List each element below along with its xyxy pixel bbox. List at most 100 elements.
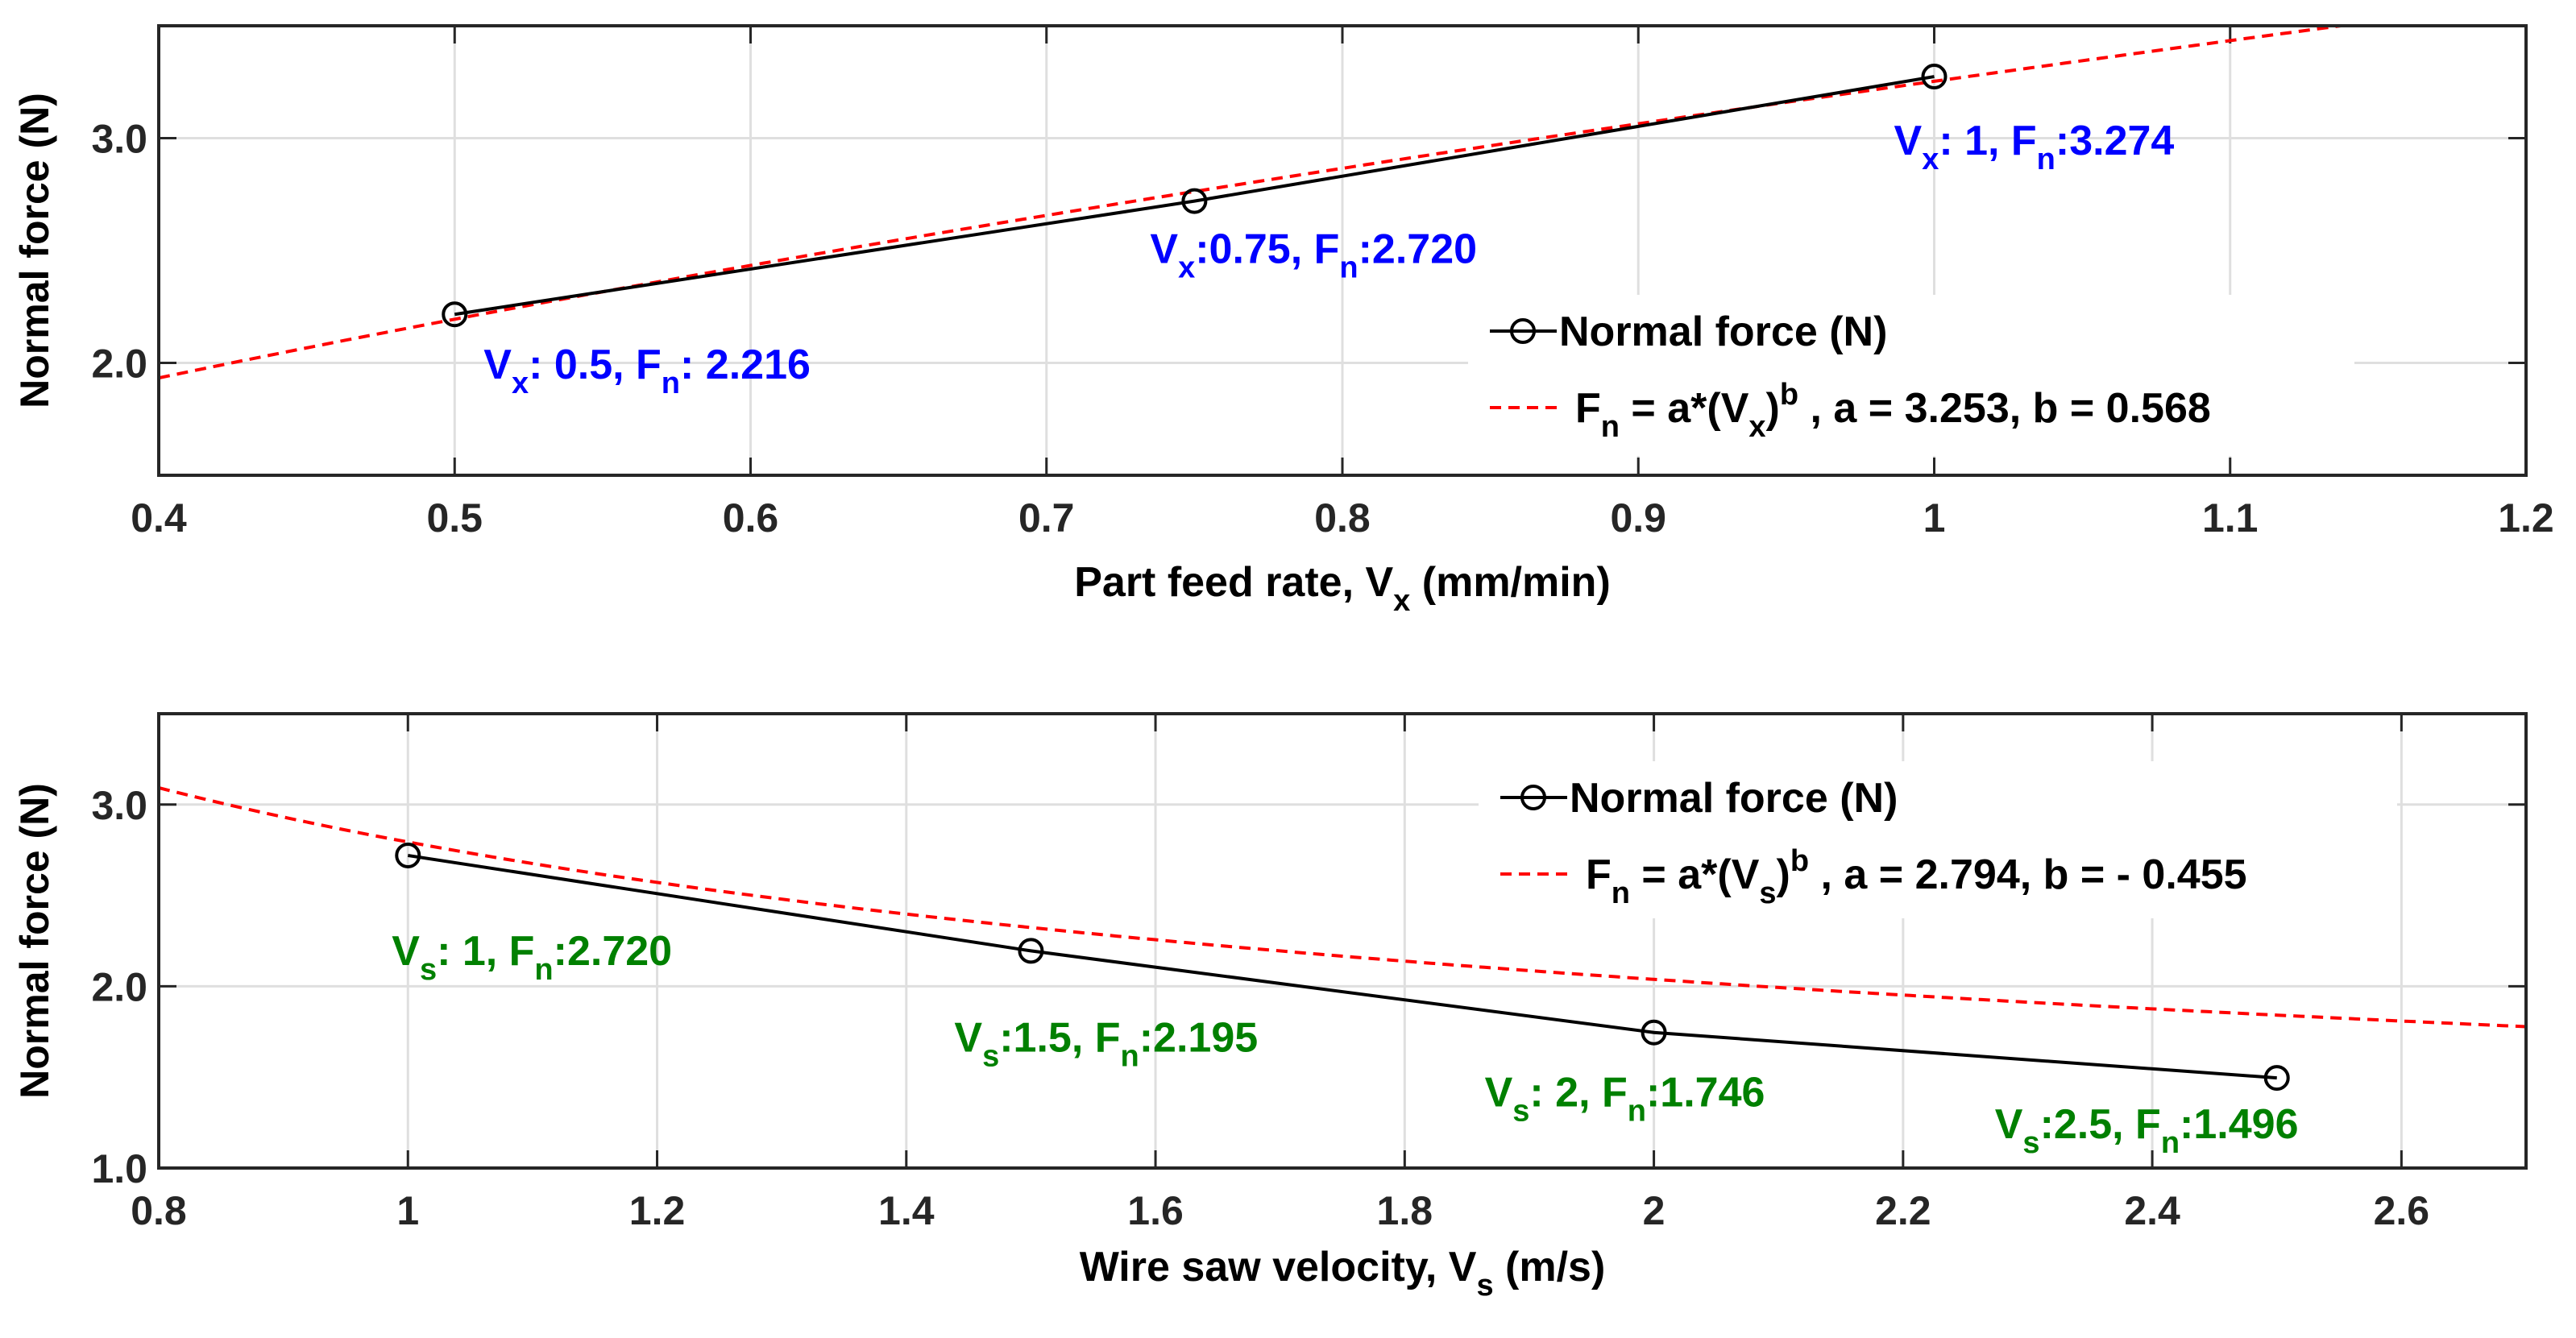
legend: Normal force (N) Fn = a*(Vx)b , a = 3.253… [1468, 295, 2354, 456]
legend-entry-fit-part: , a = 3.253, b = 0.568 [1798, 385, 2211, 432]
x-tick-label: 2.6 [2374, 1188, 2430, 1233]
point-annotation-part: :2.720 [554, 928, 672, 975]
legend-entry-fit: Fn = a*(Vx)b , a = 3.253, b = 0.568 [1575, 378, 2211, 444]
legend-entry-fit-part: b [1780, 378, 1798, 412]
point-annotation-part: s [420, 953, 437, 987]
point-annotation: Vx: 1, Fn:3.274 [1894, 118, 2175, 176]
point-annotation: Vs:1.5, Fn:2.195 [954, 1014, 1258, 1073]
x-axis-label-part: (mm/min) [1410, 559, 1610, 606]
point-annotation-part: n [2037, 143, 2055, 176]
legend-entry-fit-part: , a = 2.794, b = - 0.455 [1809, 851, 2246, 898]
x-tick-label: 1.1 [2202, 495, 2259, 541]
measured-line [407, 853, 2277, 1080]
point-annotation-part: V [1995, 1101, 2023, 1148]
point-annotation-part: :1.496 [2180, 1101, 2298, 1148]
point-annotation-part: V [1150, 226, 1178, 273]
x-tick-label: 1 [1923, 495, 1946, 541]
legend-marker [1520, 785, 1546, 810]
legend-entry-fit-part: F [1575, 385, 1601, 432]
legend-entry-fit-part: ) [1777, 851, 1790, 898]
point-annotation: Vs: 2, Fn:1.746 [1485, 1070, 1765, 1129]
y-axis-label: Normal force (N) [12, 783, 57, 1099]
x-tick-label: 1.2 [629, 1188, 686, 1233]
y-tick-label: 1.0 [91, 1146, 147, 1191]
y-tick-label: 2.0 [91, 964, 147, 1009]
x-tick-label: 2.4 [2124, 1188, 2180, 1233]
point-annotation-part: n [1628, 1095, 1646, 1129]
x-axis-label: Part feed rate, Vx (mm/min) [1074, 559, 1611, 618]
point-annotation-part: : 2, F [1529, 1070, 1627, 1116]
x-axis-label-part: x [1393, 584, 1410, 618]
legend-entry-fit: Fn = a*(Vs)b , a = 2.794, b = - 0.455 [1586, 844, 2247, 910]
point-annotation: Vs:2.5, Fn:1.496 [1995, 1101, 2299, 1160]
axes-box [157, 24, 2528, 477]
legend-entry-fit-part: ) [1766, 385, 1780, 432]
legend-entry-fit-part: s [1759, 876, 1776, 910]
point-annotation-part: V [1485, 1070, 1513, 1116]
x-axis-label-part: Part feed rate, V [1074, 559, 1393, 606]
point-annotation-part: :2.195 [1139, 1014, 1258, 1061]
point-annotation-part: n [662, 367, 680, 400]
point-annotation-part: n [1339, 251, 1358, 285]
x-tick-label: 2.2 [1875, 1188, 1931, 1233]
x-tick-label: 1.2 [2498, 495, 2554, 541]
point-annotation: Vx: 0.5, Fn: 2.216 [483, 342, 811, 400]
legend-entry-measured: Normal force (N) [1570, 775, 1898, 822]
x-tick-label: 0.8 [131, 1188, 187, 1233]
point-annotation-part: n [1121, 1039, 1139, 1073]
x-axis-label-part: s [1476, 1269, 1493, 1303]
point-annotation-part: :1.5, F [999, 1014, 1120, 1061]
legend-entry-fit-part: = a*(V [1630, 851, 1760, 898]
point-annotation-part: :1.746 [1646, 1070, 1765, 1116]
point-annotation-part: V [392, 928, 420, 975]
legend-entry-measured: Normal force (N) [1559, 309, 1887, 355]
point-annotation-part: s [2022, 1126, 2039, 1160]
data-point [1018, 938, 1044, 964]
point-annotation-part: :0.75, F [1195, 226, 1339, 273]
point-annotation-part: V [1894, 118, 1923, 164]
point-annotation-part: :2.5, F [2040, 1101, 2161, 1148]
x-tick-label: 0.9 [1610, 495, 1666, 541]
x-tick-label: 2 [1643, 1188, 1665, 1233]
legend-entry-fit-part: F [1586, 851, 1612, 898]
legend-entry-fit-part: b [1790, 844, 1809, 878]
point-annotation-part: :3.274 [2055, 118, 2175, 164]
y-axis-label: Normal force (N) [12, 93, 57, 408]
measured-line [454, 75, 1935, 317]
point-annotation-part: : 2.216 [680, 342, 811, 388]
legend-box [1479, 761, 2397, 918]
point-annotation-part: : 1, F [1939, 118, 2036, 164]
data-point [2263, 1065, 2290, 1092]
x-tick-label: 0.6 [723, 495, 779, 541]
point-annotation-part: : 0.5, F [529, 342, 662, 388]
point-annotation-part: n [534, 953, 553, 987]
axes-box [157, 712, 2528, 1170]
point-annotation: Vx:0.75, Fn:2.720 [1150, 226, 1477, 285]
x-tick-label: 1 [396, 1188, 419, 1233]
legend-marker [1510, 318, 1536, 344]
x-axis-label: Wire saw velocity, Vs (m/s) [1080, 1244, 1606, 1303]
x-tick-label: 0.8 [1314, 495, 1371, 541]
point-annotation-part: s [1512, 1095, 1529, 1129]
legend-entry-measured-part: Normal force (N) [1570, 775, 1898, 822]
point-annotation: Vs: 1, Fn:2.720 [392, 928, 672, 987]
data-point [442, 301, 468, 328]
point-annotation-part: x [1178, 251, 1195, 285]
x-tick-label: 0.7 [1018, 495, 1075, 541]
legend-entry-measured-part: Normal force (N) [1559, 309, 1887, 355]
data-point [1641, 1019, 1667, 1046]
chart-panel-1: 0.4 0.5 0.6 0.7 0.8 0.9 1 1.1 1.22.03.0Vx: 0.5, … [12, 24, 2554, 618]
point-annotation-part: V [954, 1014, 982, 1061]
x-tick-label: 0.5 [426, 495, 483, 541]
point-annotation-part: n [2161, 1126, 2180, 1160]
fit-curve [159, 785, 2526, 1029]
legend-entry-fit-part: = a*(V [1620, 385, 1749, 432]
legend-entry-fit-part: x [1748, 410, 1765, 444]
x-axis-label-part: (m/s) [1494, 1244, 1606, 1290]
chart-panel-2: 0.8 1 1.2 1.4 1.6 1.8 2 2.2 2.4 2.61.02.03.0Vs: 1… [12, 712, 2528, 1303]
legend: Normal force (N) Fn = a*(Vs)b , a = 2.794… [1479, 761, 2397, 918]
point-annotation-part: s [982, 1039, 999, 1073]
data-point [1921, 64, 1948, 90]
y-tick-label: 3.0 [91, 117, 147, 162]
